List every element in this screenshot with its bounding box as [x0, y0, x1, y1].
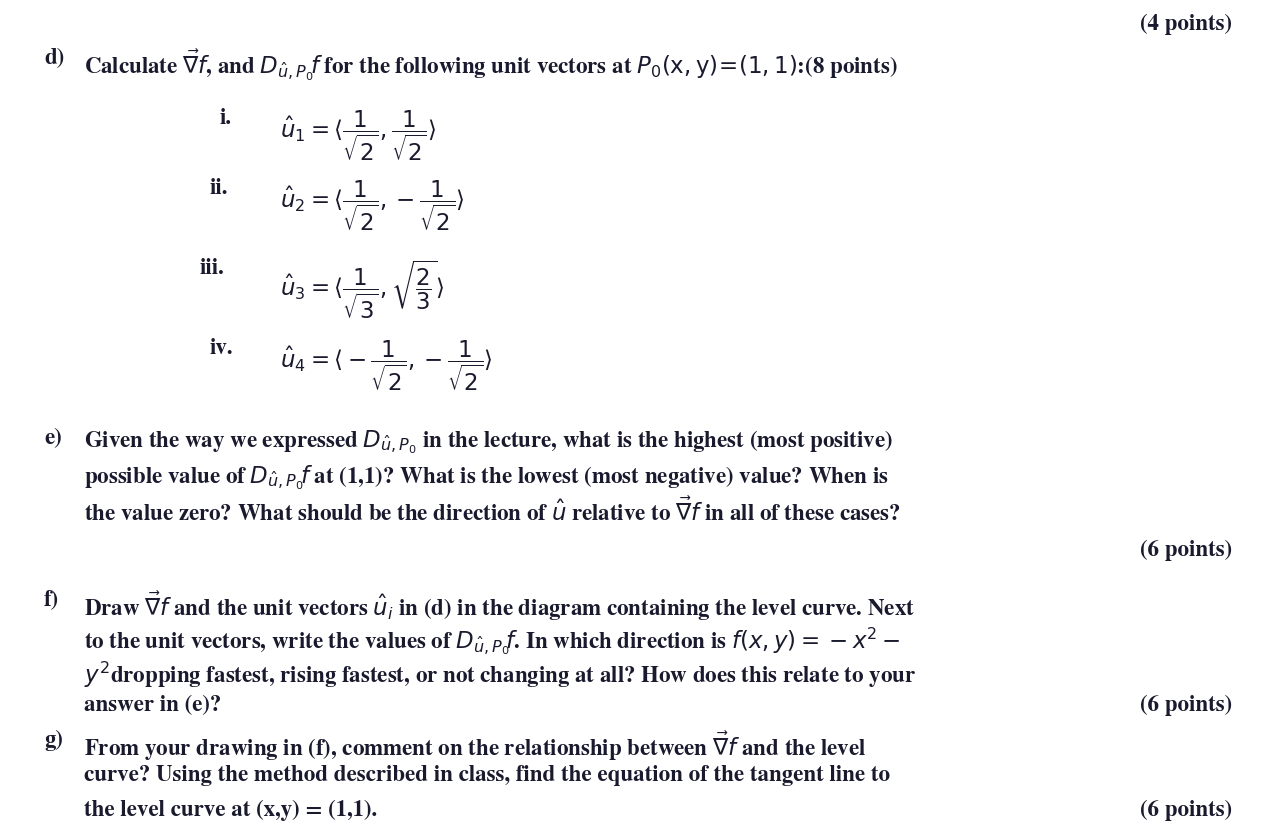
Text: f): f) [44, 590, 59, 611]
Text: the level curve at (x,y) = (1,1).: the level curve at (x,y) = (1,1). [84, 800, 377, 822]
Text: e): e) [44, 428, 62, 449]
Text: the value zero? What should be the direction of $\hat{u}$ relative to $\vec{\nab: the value zero? What should be the direc… [84, 498, 900, 527]
Text: $\hat{u}_4 = \langle-\dfrac{1}{\sqrt{2}},-\dfrac{1}{\sqrt{2}}\rangle$: $\hat{u}_4 = \langle-\dfrac{1}{\sqrt{2}}… [279, 338, 493, 392]
Text: (6 points): (6 points) [1140, 800, 1233, 822]
Text: $\hat{u}_1 = \langle\dfrac{1}{\sqrt{2}},\dfrac{1}{\sqrt{2}}\rangle$: $\hat{u}_1 = \langle\dfrac{1}{\sqrt{2}},… [279, 108, 437, 163]
Text: ii.: ii. [210, 178, 228, 199]
Text: (6 points): (6 points) [1140, 540, 1233, 561]
Text: Given the way we expressed $D_{\hat{u},P_0}$ in the lecture, what is the highest: Given the way we expressed $D_{\hat{u},P… [84, 428, 893, 455]
Text: $\hat{u}_3 = \langle\dfrac{1}{\sqrt{3}},\sqrt{\dfrac{2}{3}}\rangle$: $\hat{u}_3 = \langle\dfrac{1}{\sqrt{3}},… [279, 258, 444, 321]
Text: i.: i. [220, 108, 232, 129]
Text: possible value of $D_{\hat{u},P_0}\!f$ at (1,1)? What is the lowest (most negati: possible value of $D_{\hat{u},P_0}\!f$ a… [84, 463, 889, 491]
Text: iii.: iii. [200, 258, 224, 279]
Text: $\hat{u}_2 = \langle\dfrac{1}{\sqrt{2}},-\dfrac{1}{\sqrt{2}}\rangle$: $\hat{u}_2 = \langle\dfrac{1}{\sqrt{2}},… [279, 178, 465, 233]
Text: answer in (e)?: answer in (e)? [84, 695, 222, 716]
Text: From your drawing in (f), comment on the relationship between $\vec{\nabla}f$ an: From your drawing in (f), comment on the… [84, 730, 866, 764]
Text: curve? Using the method described in class, find the equation of the tangent lin: curve? Using the method described in cla… [84, 765, 890, 786]
Text: g): g) [44, 730, 63, 751]
Text: iv.: iv. [210, 338, 233, 359]
Text: d): d) [44, 48, 64, 69]
Text: Calculate $\vec{\nabla}f$, and $D_{\hat{u},P_0}\!f$ for the following unit vecto: Calculate $\vec{\nabla}f$, and $D_{\hat{… [84, 48, 898, 83]
Text: to the unit vectors, write the values of $D_{\hat{u},P_0}\!f$. In which directio: to the unit vectors, write the values of… [84, 625, 900, 657]
Text: $y^2$dropping fastest, rising fastest, or not changing at all? How does this rel: $y^2$dropping fastest, rising fastest, o… [84, 660, 916, 690]
Text: (6 points): (6 points) [1140, 695, 1233, 717]
Text: Draw $\vec{\nabla}f$ and the unit vectors $\hat{u}_i$ in (d) in the diagram cont: Draw $\vec{\nabla}f$ and the unit vector… [84, 590, 914, 623]
Text: (4 points): (4 points) [1140, 14, 1233, 35]
